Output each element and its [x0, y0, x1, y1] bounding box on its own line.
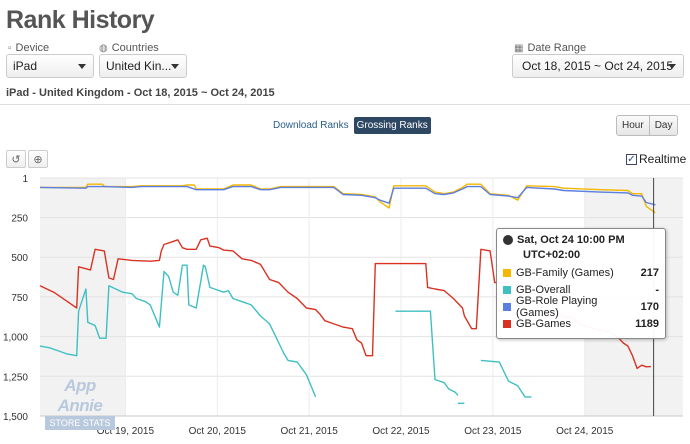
divider: [0, 104, 690, 105]
chevron-down-icon: [171, 64, 179, 69]
tooltip-row: GB-Games 1189: [503, 315, 659, 332]
x-tick-label: Oct 20, 2015: [189, 426, 247, 437]
realtime-checkbox[interactable]: ✓: [626, 153, 637, 165]
tab-download-ranks[interactable]: Download Ranks: [273, 120, 349, 131]
realtime-toggle[interactable]: ✓ Realtime: [626, 152, 687, 166]
tooltip-row: GB-Overall -: [503, 281, 659, 298]
app-annie-logo: App Annie STORE STATS: [45, 376, 115, 430]
hour-button[interactable]: Hour: [617, 116, 649, 135]
y-tick-label: 1,500: [3, 412, 28, 423]
tooltip-timezone: UTC+02:00: [523, 249, 581, 261]
chevron-down-icon: [78, 64, 86, 69]
rank-type-tabs: Download Ranks Grossing Ranks: [270, 117, 431, 134]
y-tick-label: 1,000: [3, 333, 28, 344]
series-line-gb-overall: [395, 310, 459, 396]
x-tick-label: Oct 24, 2015: [556, 426, 614, 437]
legend-swatch: [503, 285, 511, 294]
y-tick-label: 250: [11, 214, 28, 225]
device-icon: ▫: [8, 42, 12, 54]
reset-zoom-button[interactable]: ↺: [6, 150, 26, 168]
chart-tooltip: Sat, Oct 24 10:00 PM UTC+02:00 GB-Family…: [496, 228, 666, 339]
page-title: Rank History: [6, 6, 155, 34]
tab-grossing-ranks[interactable]: Grossing Ranks: [353, 117, 431, 134]
legend-swatch: [503, 319, 511, 328]
x-tick-label: Oct 19, 2015: [97, 426, 155, 437]
x-tick-label: Oct 21, 2015: [281, 426, 339, 437]
x-tick-label: Oct 22, 2015: [372, 426, 430, 437]
chevron-down-icon: [668, 64, 676, 69]
calendar-icon: ▦: [514, 42, 524, 54]
reset-icon: ↺: [11, 153, 21, 166]
tooltip-row: GB-Role Playing (Games) 170: [503, 295, 659, 319]
day-button[interactable]: Day: [648, 116, 678, 135]
granularity-toggle: Hour Day: [616, 115, 679, 136]
zoom-icon: ⊕: [33, 153, 43, 166]
y-tick-label: 500: [11, 253, 28, 264]
countries-label: ◍ Countries: [99, 42, 159, 54]
tooltip-row: GB-Family (Games) 217: [503, 264, 659, 281]
series-line-gb-role-playing-games-: [39, 185, 656, 206]
y-tick-label: 1,250: [3, 372, 28, 383]
series-line-gb-overall: [39, 264, 317, 398]
device-label: ▫ Device: [8, 42, 50, 54]
series-line-gb-overall: [480, 359, 532, 398]
legend-swatch: [503, 268, 511, 277]
y-tick-label: 750: [11, 293, 28, 304]
report-subtitle: iPad - United Kingdom - Oct 18, 2015 ~ O…: [6, 87, 275, 99]
legend-swatch: [503, 302, 511, 311]
date-range-label: ▦ Date Range: [514, 42, 587, 54]
zoom-button[interactable]: ⊕: [28, 150, 48, 168]
clock-icon: [503, 235, 513, 245]
y-tick-label: 1: [22, 174, 28, 185]
tooltip-date: Sat, Oct 24 10:00 PM: [517, 234, 625, 246]
series-line-gb-family-games-: [40, 183, 656, 214]
globe-icon: ◍: [99, 42, 108, 54]
date-range-select[interactable]: Oct 18, 2015 ~ Oct 24, 2015: [512, 54, 684, 78]
x-tick-label: Oct 23, 2015: [464, 426, 522, 437]
device-select[interactable]: iPad: [6, 54, 94, 78]
countries-select[interactable]: United Kin...: [99, 54, 187, 78]
